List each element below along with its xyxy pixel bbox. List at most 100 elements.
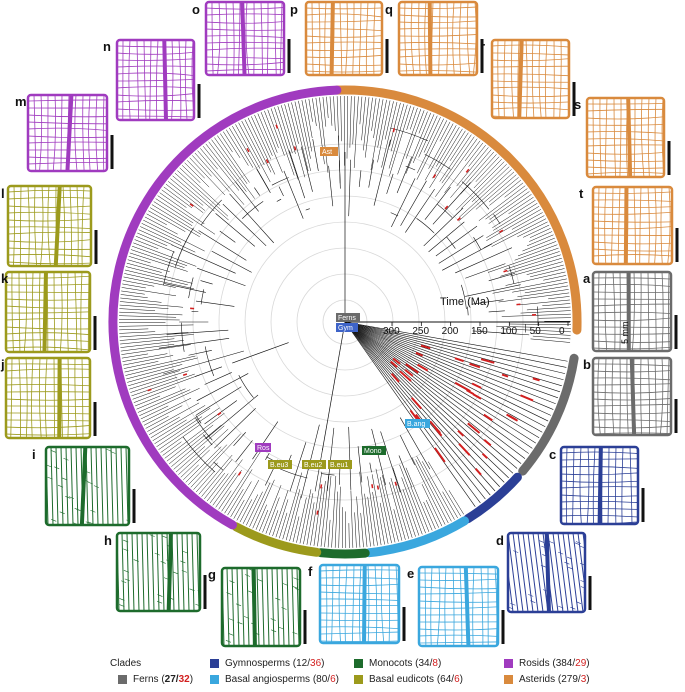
legend-item-monocots: Monocots (34/8) (354, 658, 441, 669)
branch (194, 152, 230, 192)
branch (532, 335, 571, 340)
branch (299, 489, 312, 544)
branch (186, 160, 205, 179)
midrib (597, 448, 603, 523)
vein (52, 96, 57, 170)
vein (420, 606, 497, 609)
mono-tag-box (362, 446, 386, 455)
branch (313, 487, 323, 546)
vein (9, 189, 90, 193)
branch (349, 96, 352, 148)
branch (489, 191, 530, 220)
vein (75, 448, 79, 524)
vein (446, 3, 449, 74)
vein (588, 131, 663, 134)
panel-letter: m (15, 94, 27, 109)
vein (195, 603, 199, 606)
vein (594, 283, 670, 287)
branch (233, 432, 246, 446)
branch (270, 108, 295, 176)
branch (333, 96, 336, 131)
vein (9, 197, 90, 200)
branch (339, 160, 341, 184)
branch (265, 159, 269, 164)
vein (271, 569, 275, 645)
branch (442, 243, 493, 271)
vein (594, 226, 671, 230)
vein (244, 574, 251, 577)
branch (372, 491, 382, 546)
branch (458, 171, 515, 221)
branch (356, 496, 361, 548)
vein (420, 586, 497, 590)
branch (233, 499, 245, 519)
vein (11, 273, 14, 351)
branch (488, 194, 532, 224)
branch (357, 446, 363, 483)
vein (321, 577, 398, 580)
midrib (240, 3, 247, 74)
branch (219, 230, 236, 243)
branch (282, 472, 303, 540)
vein (73, 522, 77, 524)
time-axis-title: Time (Ma) (440, 296, 490, 308)
vein (444, 568, 447, 645)
branch (399, 464, 426, 534)
branch (390, 360, 398, 368)
leaf-panel-d: d (496, 531, 592, 614)
branch (264, 110, 279, 148)
vein (351, 566, 355, 642)
vein (424, 568, 427, 645)
panel-letter: o (192, 2, 200, 17)
vein (588, 124, 663, 126)
branch (405, 112, 431, 174)
leaf-venation (594, 188, 671, 263)
branch (148, 416, 180, 435)
branch (344, 321, 491, 496)
branch (390, 127, 428, 142)
branch (246, 491, 263, 526)
branch (344, 321, 500, 487)
vein (156, 534, 160, 610)
branch (475, 156, 500, 182)
vein (95, 96, 99, 170)
branch (483, 215, 545, 249)
time-tick-label: 100 (500, 326, 517, 337)
vein (81, 187, 85, 265)
branch (175, 227, 194, 267)
vein (517, 534, 529, 611)
legend-label: Basal eudicots ( (369, 674, 441, 685)
branch (410, 486, 430, 532)
branch (316, 510, 319, 515)
branch (149, 207, 200, 238)
legend-count-b: 3 (580, 674, 587, 685)
vein (18, 359, 21, 437)
legend-item-ferns: Ferns (27/32) (118, 674, 193, 685)
branch (157, 195, 216, 235)
vein (65, 448, 69, 524)
branch (326, 427, 335, 491)
branch (423, 207, 464, 247)
vein (594, 432, 670, 434)
branch (192, 155, 212, 177)
branch (163, 251, 175, 286)
vein (246, 569, 250, 645)
vein (143, 41, 147, 119)
midrib (251, 569, 257, 645)
branch (247, 117, 276, 175)
branch (229, 193, 274, 244)
vein (452, 3, 455, 74)
branch (188, 444, 228, 486)
branch (158, 337, 230, 349)
legend-count-a: 12 (296, 658, 308, 669)
branch (377, 100, 391, 163)
vein (7, 425, 89, 429)
branch (305, 208, 310, 211)
vein (509, 536, 519, 611)
vein (7, 383, 89, 387)
vein (53, 273, 56, 351)
leaf-panel-h: h (104, 531, 207, 613)
branch (488, 310, 505, 313)
branch (405, 110, 425, 159)
branch (291, 102, 309, 172)
